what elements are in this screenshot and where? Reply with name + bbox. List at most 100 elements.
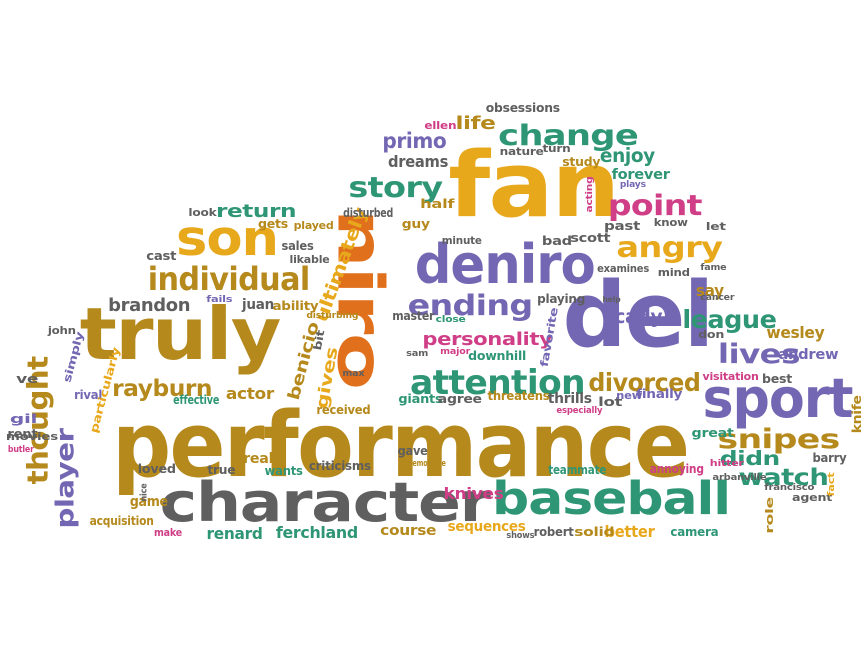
word-solid: solid xyxy=(573,524,614,540)
word-fan: fan xyxy=(448,132,620,238)
word-threatens: threatens xyxy=(487,388,549,404)
word-likable: likable xyxy=(289,253,330,267)
cloud-outline xyxy=(13,95,847,569)
word-shows: shows xyxy=(506,531,534,542)
word-character: character xyxy=(159,470,491,534)
word-loved: loved xyxy=(137,461,176,477)
word-bad: bad xyxy=(541,233,573,249)
word-ellen: ellen xyxy=(423,119,457,133)
word-butler: butler xyxy=(8,445,35,456)
word-ability: ability xyxy=(272,298,318,314)
word-study: study xyxy=(562,154,601,170)
word-downhill: downhill xyxy=(468,348,527,364)
word-better: better xyxy=(605,522,655,542)
word-nature: nature xyxy=(499,145,544,159)
word-game: game xyxy=(130,494,168,511)
word-knives: knives xyxy=(444,484,504,504)
word-sport: sport xyxy=(702,366,853,430)
word-acting: acting xyxy=(584,176,595,213)
word-let: let xyxy=(705,220,726,234)
word-agent: agent xyxy=(791,491,832,505)
word-course: course xyxy=(379,523,437,540)
word-actor: actor xyxy=(226,384,274,404)
word-ending: ending xyxy=(408,287,534,322)
word-visitation: visitation xyxy=(702,370,760,384)
word-major: major xyxy=(439,347,470,358)
word-fails: fails xyxy=(205,295,233,306)
word-gets: gets xyxy=(258,216,289,232)
word-return: return xyxy=(216,200,296,222)
word-plays: plays xyxy=(620,180,646,191)
word-camera: camera xyxy=(670,524,718,540)
word-divorced: divorced xyxy=(587,367,701,397)
word-disturbed: disturbed xyxy=(343,205,394,221)
word-ve: ve xyxy=(15,371,39,387)
word-nice: nice xyxy=(139,483,150,502)
word-teammate: teammate xyxy=(548,462,606,478)
word-lot: lot xyxy=(597,394,622,410)
word-renard: renard xyxy=(207,524,263,544)
word-league: league xyxy=(681,304,777,334)
word-john: john xyxy=(47,324,76,338)
word-rival: rival xyxy=(74,387,103,403)
word-cancer: cancer xyxy=(700,293,734,304)
word-effective: effective xyxy=(173,392,219,408)
word-change: change xyxy=(497,117,639,152)
word-minute: minute xyxy=(442,234,482,248)
word-great: great xyxy=(692,425,734,441)
word-francisco: francisco xyxy=(763,483,814,494)
word-andrew: andrew xyxy=(778,347,838,364)
word-say: say xyxy=(696,281,725,301)
word-sequences: sequences xyxy=(448,519,527,536)
word-didn: didn xyxy=(719,446,780,470)
word-snipes: snipes xyxy=(717,423,841,455)
word-gave: gave xyxy=(398,443,429,459)
word-enjoy: enjoy xyxy=(600,143,655,167)
word-deniro: deniro xyxy=(415,232,596,296)
word-movies: movies xyxy=(5,430,59,444)
word-cady: cady xyxy=(613,304,663,328)
word-make: make xyxy=(154,526,183,540)
word-obsessions: obsessions xyxy=(485,100,561,116)
word-know: know xyxy=(653,216,689,230)
word-fact: fact xyxy=(826,472,837,497)
word-help: help xyxy=(602,295,621,305)
word-close: close xyxy=(435,315,466,326)
word-primo: primo xyxy=(381,128,447,154)
word-played: played xyxy=(293,219,335,233)
word-dreams: dreams xyxy=(387,152,449,172)
word-criticisms: criticisms xyxy=(309,458,371,474)
word-brandon: brandon xyxy=(107,294,191,316)
word-acquisition: acquisition xyxy=(90,513,154,529)
word-cast: cast xyxy=(145,248,176,264)
word-baseball: baseball xyxy=(491,472,731,526)
word-real: real xyxy=(243,451,274,468)
word-hitter: hitter xyxy=(709,459,745,470)
word-fame: fame xyxy=(699,263,726,274)
word-half: half xyxy=(419,196,454,212)
word-individual: individual xyxy=(148,259,311,298)
word-true: true xyxy=(207,462,236,478)
word-new: new xyxy=(616,389,642,403)
word-turn: turn xyxy=(542,142,570,156)
word-memorable: memorable xyxy=(405,459,447,470)
word-arbanville: arbanville xyxy=(711,473,767,484)
word-rent: rent xyxy=(6,426,37,442)
word-guy: guy xyxy=(401,216,431,232)
word-especially: especially xyxy=(555,406,603,417)
word-robert: robert xyxy=(534,524,575,540)
word-del: del xyxy=(561,262,714,368)
word-sam: sam xyxy=(405,349,429,360)
word-don: don xyxy=(697,328,725,342)
word-barry: barry xyxy=(812,450,847,466)
word-knife: knife xyxy=(848,395,864,434)
word-point: point xyxy=(608,187,703,222)
word-angry: angry xyxy=(616,229,723,264)
word-received: received xyxy=(316,402,371,418)
word-mind: mind xyxy=(657,266,690,280)
word-playing: playing xyxy=(537,291,585,307)
word-wants: wants xyxy=(265,463,304,479)
word-truly: truly xyxy=(79,292,282,376)
word-attention: attention xyxy=(410,362,586,403)
